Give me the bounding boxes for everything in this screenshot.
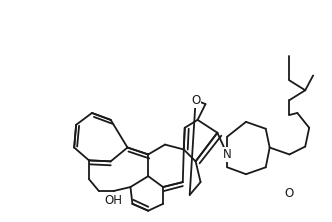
Text: OH: OH [105, 194, 123, 207]
Text: N: N [223, 148, 232, 161]
Text: O: O [285, 187, 294, 200]
Text: O: O [191, 94, 200, 107]
